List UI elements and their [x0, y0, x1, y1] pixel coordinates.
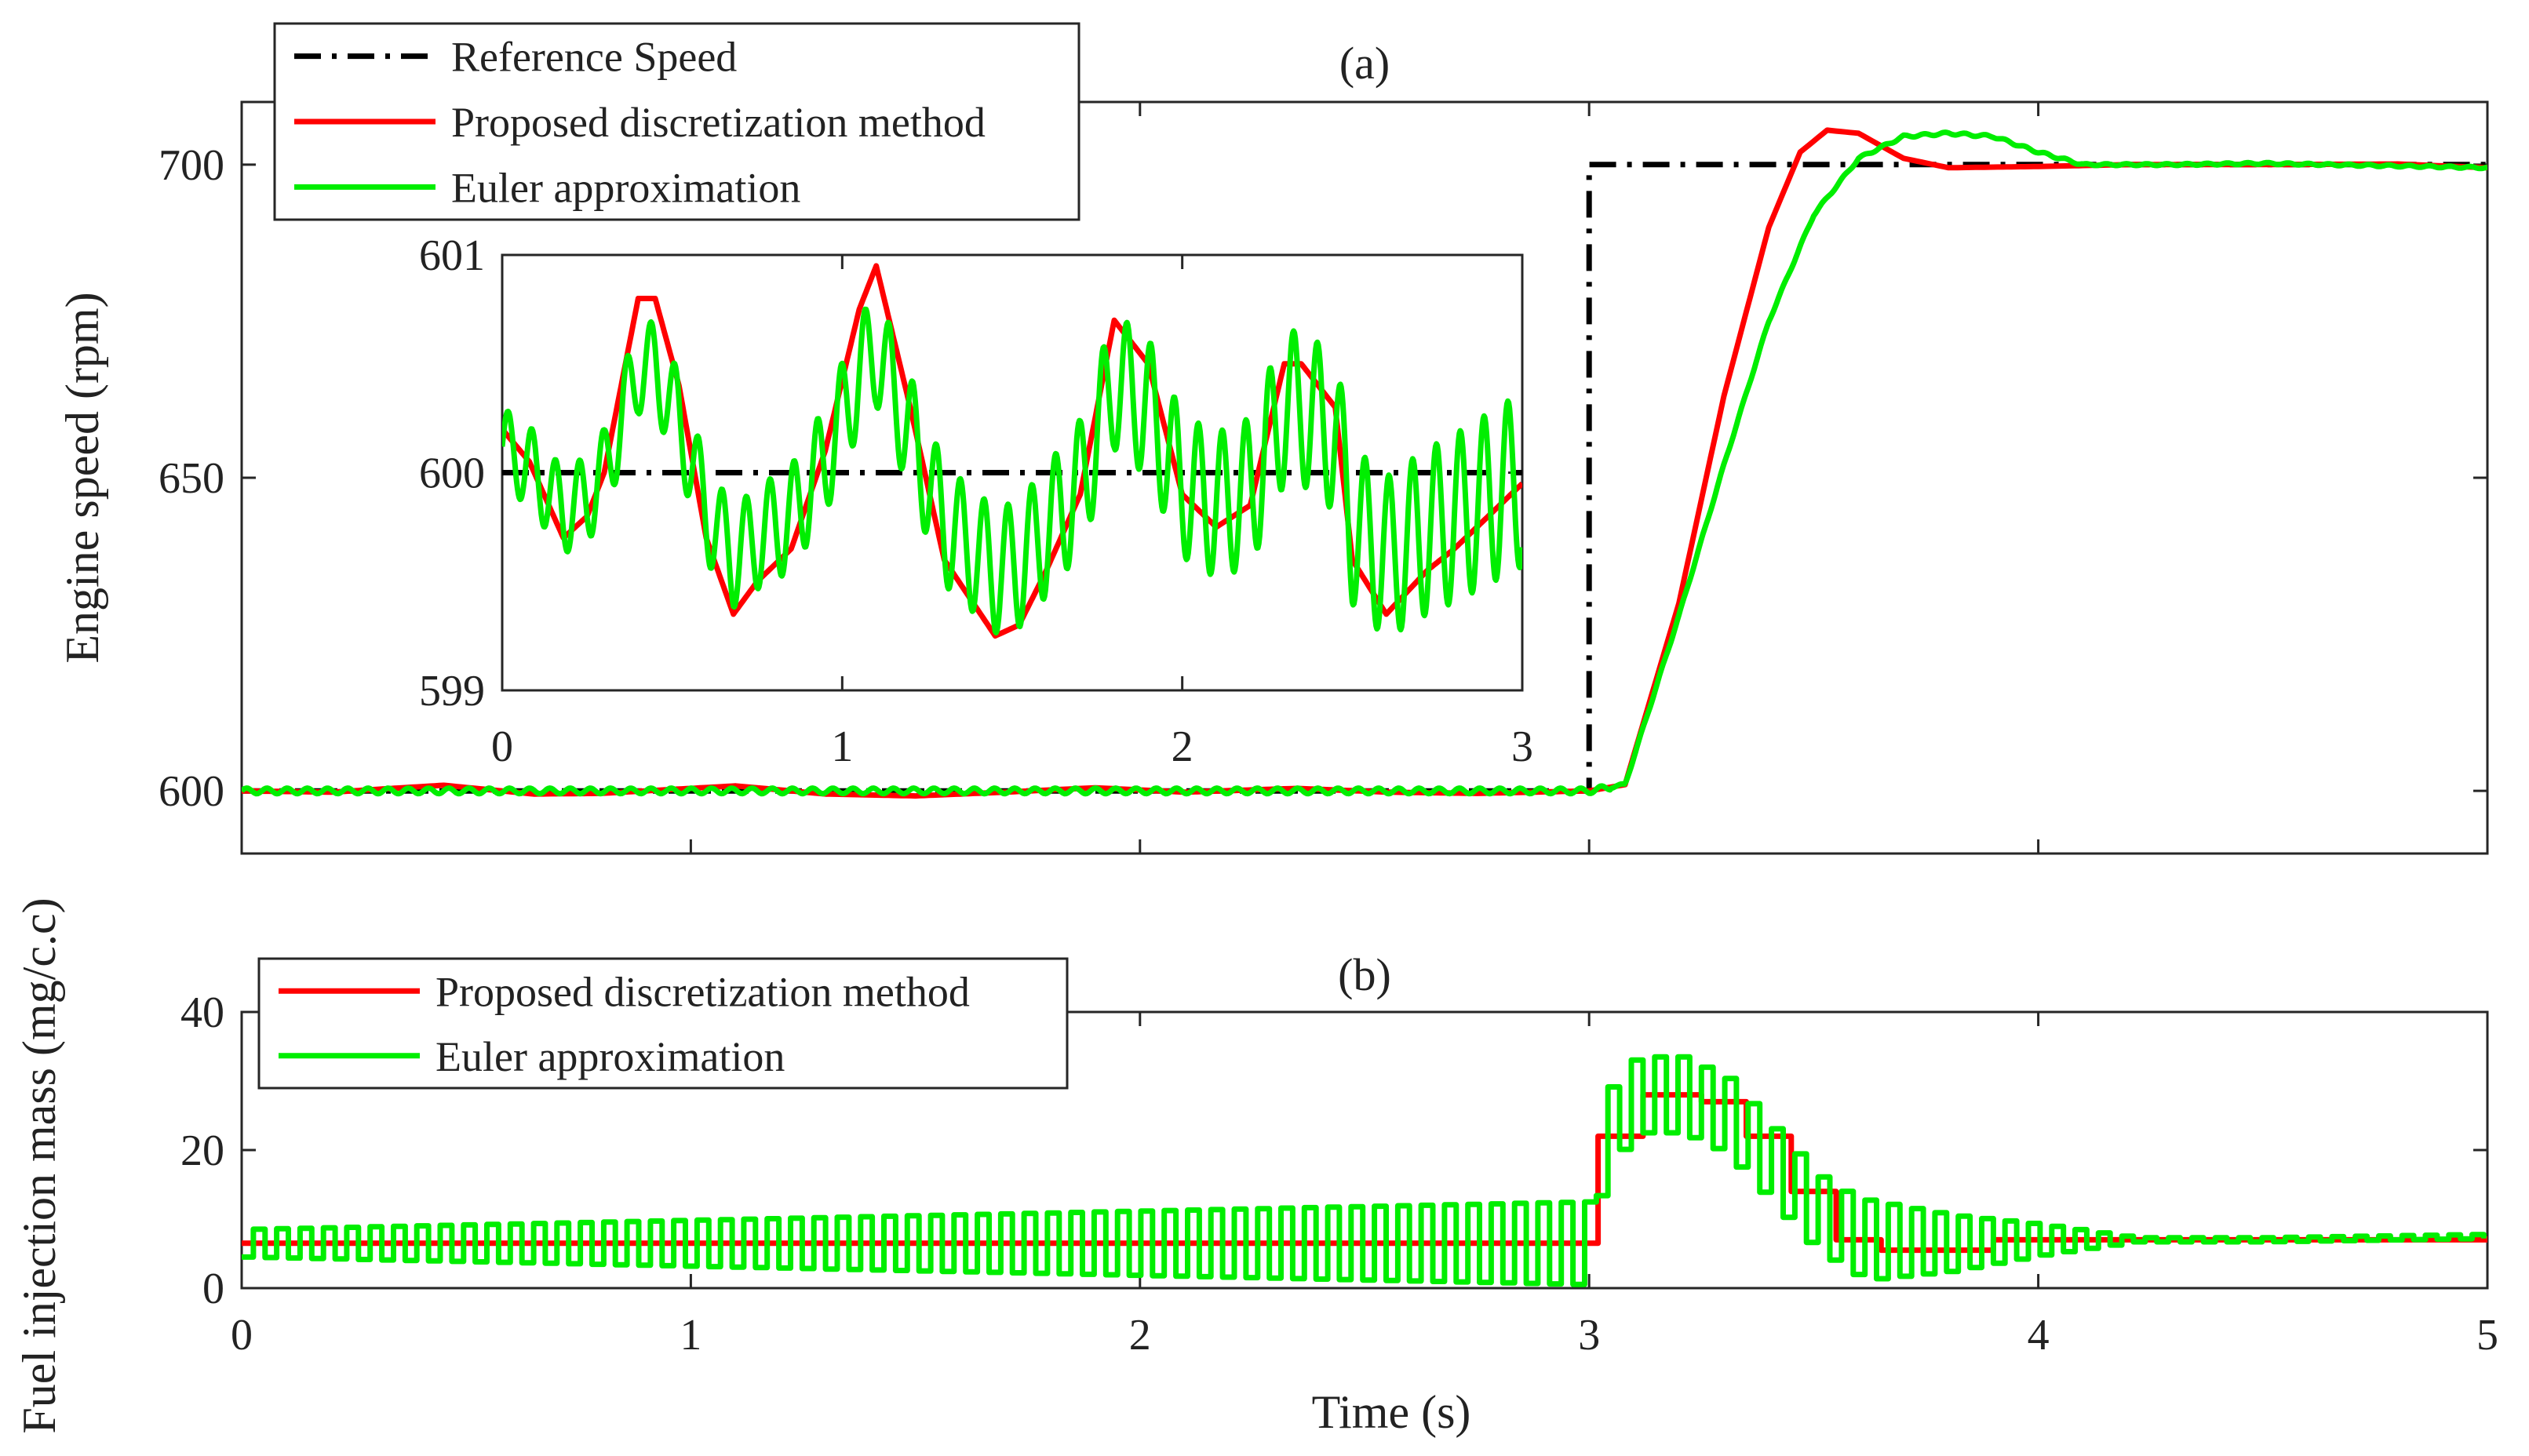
- panel-b-xtick-label: 1: [680, 1311, 701, 1360]
- panel-b-ytick-label: 40: [180, 988, 224, 1037]
- panel-b-title: (b): [1338, 949, 1391, 1000]
- panel-a-ytick-label: 700: [159, 141, 224, 190]
- inset-xtick-label: 3: [1511, 723, 1533, 771]
- panel-b-xtick-label: 0: [231, 1311, 253, 1360]
- inset-xtick-label: 0: [491, 723, 513, 771]
- panel-a-legend-label-proposed-discretization-method: Proposed discretization method: [451, 99, 986, 146]
- panel-b-xtick-label: 4: [2028, 1311, 2050, 1360]
- x-axis-label: Time (s): [1312, 1386, 1471, 1438]
- panel-b-series-euler: [242, 1054, 2487, 1287]
- panel-b-legend-label-euler-approximation: Euler approximation: [435, 1033, 785, 1080]
- inset-ytick-label: 600: [419, 450, 485, 498]
- panel-a-series-euler: [242, 129, 2487, 797]
- panel-a-title: (a): [1339, 38, 1390, 89]
- panel-b-legend-label-proposed-discretization-method: Proposed discretization method: [435, 968, 970, 1015]
- panel-a-ytick-label: 650: [159, 454, 224, 503]
- panel-a-ytick-label: 600: [159, 767, 224, 816]
- panel-a-legend-label-reference-speed: Reference Speed: [451, 34, 737, 81]
- panel-b-legend-box: [257, 957, 1069, 1090]
- panel-b-ytick-label: 20: [180, 1127, 224, 1175]
- inset-xtick-label: 2: [1172, 723, 1193, 771]
- inset-series-euler: [502, 306, 1522, 636]
- inset-ytick-label: 601: [419, 231, 485, 280]
- panel-b-y-axis-label: Fuel injection mass (mg/c.c): [13, 897, 65, 1433]
- panel-a-y-axis-label: Engine speed (rpm): [56, 292, 108, 663]
- panel-b: 0 1 2 3 4 5 0 20 40 Fuel injection mass (mg/c.c) (…: [13, 897, 2498, 1433]
- panel-b-xtick-label: 2: [1129, 1311, 1151, 1360]
- panel-a-legend-label-euler-approximation: Euler approximation: [451, 164, 800, 211]
- inset-xtick-label: 1: [831, 723, 853, 771]
- inset-ytick-label: 599: [419, 667, 485, 715]
- panel-b-xtick-label: 5: [2476, 1311, 2498, 1360]
- panel-a: 600 650 700 Engine speed (rpm) (a) Reference …: [56, 22, 2489, 855]
- panel-b-ytick-label: 0: [202, 1265, 224, 1313]
- panel-b-xtick-label: 3: [1578, 1311, 1600, 1360]
